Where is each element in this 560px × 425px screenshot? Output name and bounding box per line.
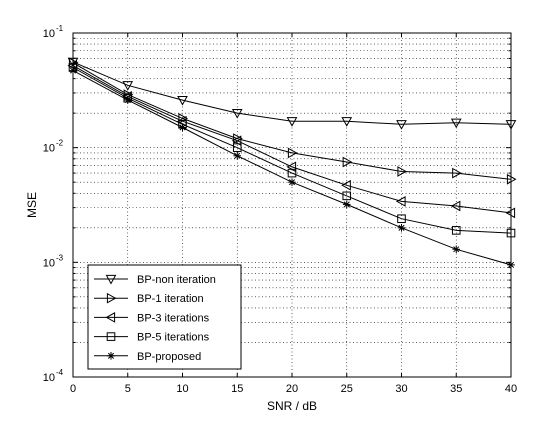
x-tick-label: 15 — [231, 383, 243, 395]
series-3 — [67, 60, 516, 219]
plot-series — [67, 57, 517, 269]
legend-label: BP-1 iteration — [137, 293, 204, 305]
legend-item: BP-1 iteration — [94, 292, 204, 305]
series-line — [72, 61, 512, 125]
data-point — [233, 151, 242, 160]
x-tick-label: 30 — [395, 383, 407, 395]
data-point — [341, 179, 351, 191]
y-tick-exponent: -1 — [56, 24, 64, 33]
data-point — [452, 167, 462, 179]
x-tick-label: 0 — [70, 383, 76, 395]
data-point — [397, 214, 406, 224]
y-tick-exponent: -4 — [56, 368, 64, 377]
data-point — [122, 81, 134, 91]
data-point — [396, 120, 407, 130]
legend-box — [87, 264, 242, 370]
legend-label: BP-3 iterations — [137, 312, 210, 324]
y-tick-label: 10 — [43, 143, 55, 155]
data-point — [286, 117, 298, 127]
y-tick-label: 10 — [43, 372, 55, 384]
y-tick-label: 10 — [43, 257, 55, 269]
legend-item: BP-3 iterations — [94, 312, 210, 324]
series-line — [72, 65, 512, 214]
data-point — [123, 96, 132, 104]
data-point — [177, 95, 188, 106]
data-point — [397, 224, 406, 232]
data-point — [341, 117, 353, 127]
data-point — [342, 191, 352, 201]
data-point — [342, 200, 351, 209]
legend-marker — [107, 352, 115, 360]
data-point — [178, 123, 187, 132]
data-point — [452, 245, 461, 254]
x-tick-label: 10 — [176, 383, 188, 395]
x-tick-label: 35 — [450, 383, 462, 395]
data-point — [451, 226, 461, 235]
x-tick-label: 20 — [286, 383, 298, 395]
data-point — [287, 168, 297, 178]
data-point — [397, 166, 408, 177]
legend-label: BP-5 iterations — [137, 332, 210, 344]
series-line — [72, 62, 512, 180]
data-point — [342, 156, 353, 168]
y-tick-exponent: -2 — [56, 139, 64, 148]
legend-marker — [105, 274, 117, 285]
legend: BP-non iteration BP-1 iteration BP-3 itera… — [87, 264, 242, 370]
x-tick-label: 5 — [125, 383, 131, 395]
data-point — [287, 147, 298, 159]
legend-item: BP-5 iterations — [94, 332, 210, 344]
data-point — [231, 109, 243, 119]
y-tick-label: 10 — [43, 28, 55, 40]
series-line — [72, 67, 512, 234]
legend-marker — [106, 292, 117, 304]
y-tick-exponent: -3 — [56, 253, 64, 262]
legend-label: BP-proposed — [137, 351, 201, 363]
legend-marker — [106, 332, 116, 341]
x-axis-label: SNR / dB — [267, 399, 317, 413]
data-point — [450, 200, 461, 212]
legend-marker — [105, 312, 116, 323]
data-point — [395, 196, 406, 207]
data-point — [288, 178, 296, 186]
data-point — [232, 143, 242, 152]
data-point — [450, 118, 462, 129]
y-axis-label: MSE — [25, 192, 39, 218]
legend-item: BP-non iteration — [94, 274, 216, 286]
series-1 — [67, 57, 517, 130]
data-point — [231, 135, 242, 147]
x-tick-label: 25 — [341, 383, 353, 395]
legend-label: BP-non iteration — [137, 274, 216, 286]
x-tick-label: 40 — [505, 383, 517, 395]
series-5 — [69, 66, 515, 269]
legend-item: BP-proposed — [94, 351, 201, 363]
